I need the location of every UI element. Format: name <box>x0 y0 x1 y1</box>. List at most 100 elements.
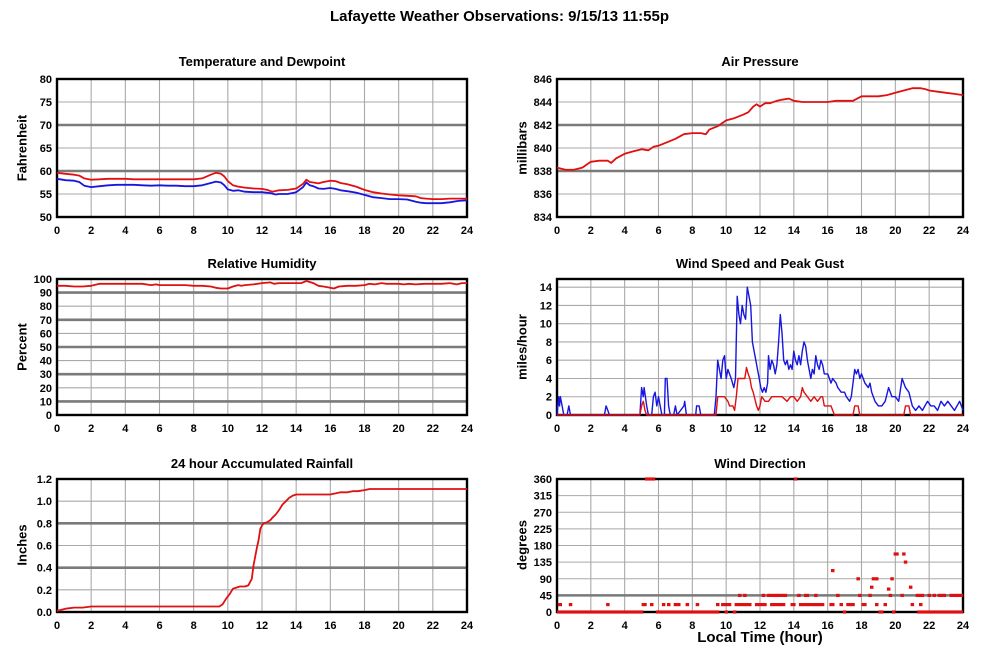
svg-text:834: 834 <box>534 212 553 224</box>
svg-text:24: 24 <box>461 225 473 237</box>
svg-text:0: 0 <box>54 423 60 435</box>
svg-text:0: 0 <box>554 225 560 237</box>
chart-title-wind-direction: Wind Direction <box>714 456 806 471</box>
svg-text:836: 836 <box>534 189 552 201</box>
svg-text:40: 40 <box>40 356 52 368</box>
svg-text:1.2: 1.2 <box>37 474 52 486</box>
svg-text:50: 50 <box>40 342 52 354</box>
svg-text:20: 20 <box>40 383 52 395</box>
svg-text:12: 12 <box>754 620 766 632</box>
svg-text:30: 30 <box>40 369 52 381</box>
svg-text:16: 16 <box>324 423 336 435</box>
svg-text:18: 18 <box>855 620 867 632</box>
svg-text:90: 90 <box>540 574 552 586</box>
chart-title-rainfall: 24 hour Accumulated Rainfall <box>170 456 354 471</box>
svg-text:22: 22 <box>427 225 439 237</box>
svg-text:12: 12 <box>754 225 766 237</box>
svg-text:18: 18 <box>855 225 867 237</box>
svg-text:14: 14 <box>290 225 303 237</box>
svg-text:22: 22 <box>427 620 439 632</box>
svg-text:8: 8 <box>689 423 695 435</box>
svg-text:4: 4 <box>122 423 129 435</box>
svg-text:24: 24 <box>957 620 969 632</box>
svg-text:20: 20 <box>889 620 901 632</box>
svg-text:70: 70 <box>40 120 52 132</box>
svg-text:14: 14 <box>540 282 553 294</box>
svg-text:135: 135 <box>534 557 552 569</box>
rainfall-plot: 0 2 4 6 8 10 12 14 16 18 20 22 240.00.20.40.60.81.01… <box>37 474 473 632</box>
svg-text:2: 2 <box>88 225 94 237</box>
svg-text:8: 8 <box>191 620 197 632</box>
svg-text:20: 20 <box>393 620 405 632</box>
svg-text:80: 80 <box>40 74 52 86</box>
svg-text:1.0: 1.0 <box>37 496 52 508</box>
svg-text:6: 6 <box>655 225 661 237</box>
svg-text:16: 16 <box>822 423 834 435</box>
svg-text:12: 12 <box>256 423 268 435</box>
svg-text:10: 10 <box>222 620 234 632</box>
svg-text:22: 22 <box>923 225 935 237</box>
svg-text:0.6: 0.6 <box>37 541 52 553</box>
air-pressure-plot: 0 2 4 6 8 10 12 14 16 18 20 22 248348368388408428448… <box>534 74 969 237</box>
svg-text:6: 6 <box>546 355 552 367</box>
svg-text:14: 14 <box>290 620 303 632</box>
page-title: Lafayette Weather Observations: 9/15/13 … <box>329 8 670 25</box>
svg-text:838: 838 <box>534 166 552 178</box>
svg-text:65: 65 <box>40 143 52 155</box>
svg-text:8: 8 <box>191 225 197 237</box>
chart-title-air-pressure: Air Pressure <box>721 54 799 69</box>
svg-text:2: 2 <box>588 423 594 435</box>
svg-text:12: 12 <box>256 225 268 237</box>
svg-text:6: 6 <box>655 620 661 632</box>
svg-text:270: 270 <box>534 507 552 519</box>
svg-text:14: 14 <box>290 423 303 435</box>
svg-text:14: 14 <box>788 620 801 632</box>
svg-text:8: 8 <box>191 423 197 435</box>
svg-text:55: 55 <box>40 189 52 201</box>
svg-text:18: 18 <box>358 423 370 435</box>
svg-text:90: 90 <box>40 288 52 300</box>
svg-text:6: 6 <box>655 423 661 435</box>
svg-text:225: 225 <box>534 524 552 536</box>
svg-text:4: 4 <box>122 225 129 237</box>
svg-text:14: 14 <box>788 423 801 435</box>
svg-text:20: 20 <box>393 225 405 237</box>
svg-text:0.8: 0.8 <box>37 518 52 530</box>
svg-text:24: 24 <box>957 423 969 435</box>
svg-text:846: 846 <box>534 74 552 86</box>
svg-text:10: 10 <box>222 423 234 435</box>
svg-text:80: 80 <box>40 301 52 313</box>
svg-text:840: 840 <box>534 143 552 155</box>
svg-text:20: 20 <box>393 423 405 435</box>
svg-text:22: 22 <box>923 620 935 632</box>
svg-text:18: 18 <box>358 225 370 237</box>
svg-text:16: 16 <box>822 620 834 632</box>
svg-text:8: 8 <box>689 620 695 632</box>
svg-text:10: 10 <box>720 423 732 435</box>
svg-text:8: 8 <box>689 225 695 237</box>
svg-text:16: 16 <box>324 620 336 632</box>
svg-text:4: 4 <box>622 423 629 435</box>
svg-text:4: 4 <box>622 225 629 237</box>
svg-text:16: 16 <box>324 225 336 237</box>
svg-text:2: 2 <box>546 392 552 404</box>
svg-text:50: 50 <box>40 212 52 224</box>
svg-text:60: 60 <box>40 328 52 340</box>
svg-text:0: 0 <box>546 607 552 619</box>
svg-text:0: 0 <box>54 620 60 632</box>
svg-text:12: 12 <box>256 620 268 632</box>
svg-text:6: 6 <box>156 423 162 435</box>
svg-text:45: 45 <box>540 590 552 602</box>
relative-humidity-plot: 0 2 4 6 8 10 12 14 16 18 20 22 240102030405060708090… <box>34 274 473 435</box>
svg-text:2: 2 <box>88 423 94 435</box>
svg-text:6: 6 <box>156 225 162 237</box>
svg-text:0: 0 <box>554 423 560 435</box>
svg-text:4: 4 <box>122 620 129 632</box>
svg-text:24: 24 <box>461 423 473 435</box>
svg-text:4: 4 <box>622 620 629 632</box>
svg-text:360: 360 <box>534 474 552 486</box>
svg-text:844: 844 <box>534 97 553 109</box>
svg-text:0.2: 0.2 <box>37 585 52 597</box>
